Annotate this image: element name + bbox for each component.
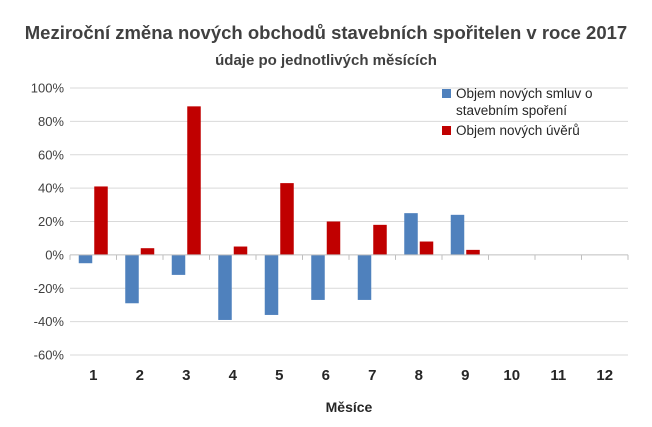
chart-subtitle: údaje po jednotlivých měsících (215, 52, 437, 69)
x-tick-label: 4 (229, 367, 238, 384)
bar-series-2-month-8 (419, 241, 434, 255)
y-tick-label: -20% (34, 281, 65, 296)
chart-title: Meziroční změna nových obchodů stavebníc… (24, 22, 628, 43)
y-tick-label: 100% (31, 81, 65, 96)
legend: Objem nových smluv o stavebním spoření Obj… (442, 86, 593, 138)
y-tick-label: 0% (45, 247, 64, 262)
bar-series-1-month-1 (78, 254, 93, 264)
legend-label: stavebním spoření (456, 103, 567, 118)
x-tick-label: 9 (461, 367, 469, 384)
x-tick-label: 7 (368, 367, 376, 384)
bar-series-2-month-4 (233, 246, 248, 255)
bar-series-2-month-5 (280, 183, 294, 255)
bar-series-2-month-2 (140, 248, 155, 255)
x-tick-label: 11 (550, 367, 566, 384)
bar-series-2-month-9 (466, 249, 480, 255)
bar-series-2-month-6 (326, 221, 341, 255)
bar-series-1-month-7 (357, 254, 372, 300)
gridlines (70, 87, 628, 356)
y-tick-label: 40% (38, 181, 64, 196)
legend-label: Objem nových smluv o (456, 86, 593, 101)
bar-series-2-month-1 (94, 186, 108, 255)
bars (78, 106, 480, 320)
x-tick-label: 3 (182, 367, 190, 384)
bar-series-1-month-3 (171, 254, 186, 275)
bar-series-2-month-3 (187, 106, 201, 255)
x-axis-ticks: 1 2 3 4 5 6 7 8 9 10 11 12 (89, 367, 613, 384)
bar-series-1-month-8 (404, 213, 418, 255)
y-tick-label: -40% (34, 314, 65, 329)
y-tick-label: 80% (38, 114, 64, 129)
x-axis-label: Měsíce (326, 399, 373, 415)
x-tick-label: 2 (136, 367, 144, 384)
x-tick-label: 5 (275, 367, 283, 384)
bar-series-1-month-2 (125, 254, 139, 304)
y-axis-ticks: -60% -40% -20% 0% 20% 40% 60% 80% 100% (31, 81, 65, 363)
y-tick-label: 20% (38, 214, 64, 229)
zero-axis (69, 254, 629, 260)
x-tick-label: 1 (89, 367, 97, 384)
legend-swatch-series-1 (442, 89, 451, 98)
y-tick-label: 60% (38, 147, 64, 162)
x-tick-label: 10 (503, 367, 520, 384)
bar-series-2-month-7 (373, 224, 387, 255)
legend-label: Objem nových úvěrů (456, 123, 580, 138)
bar-series-1-month-4 (218, 254, 232, 320)
x-tick-label: 8 (415, 367, 423, 384)
legend-swatch-series-2 (442, 126, 451, 135)
x-tick-label: 12 (596, 367, 613, 384)
bar-series-1-month-6 (311, 254, 325, 300)
y-tick-label: -60% (34, 348, 65, 363)
bar-series-1-month-5 (264, 254, 279, 315)
bar-series-1-month-9 (450, 214, 465, 255)
x-tick-label: 6 (322, 367, 330, 384)
